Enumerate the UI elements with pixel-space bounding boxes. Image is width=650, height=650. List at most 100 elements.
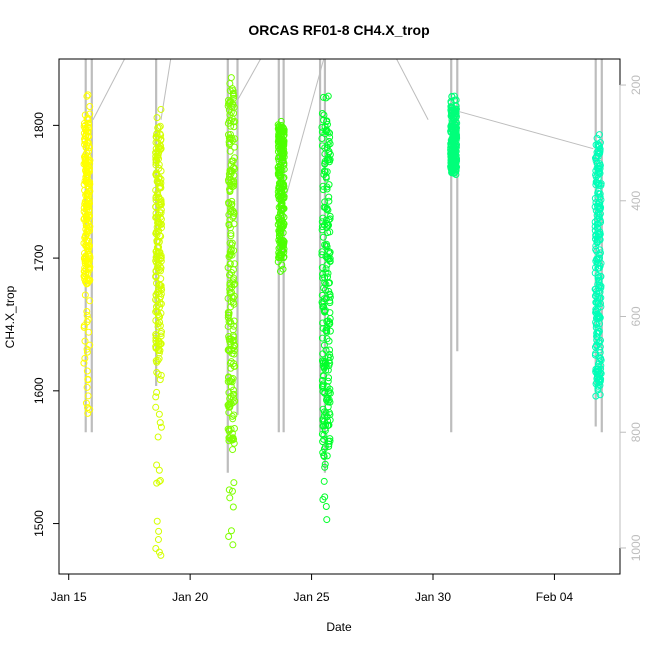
data-point [593, 247, 601, 255]
data-point [229, 375, 237, 383]
data-point [324, 317, 332, 325]
data-point [318, 110, 326, 118]
data-point [80, 123, 88, 131]
y2-tick-label-4: 1000 [629, 534, 643, 561]
data-point [230, 362, 238, 370]
data-point [280, 159, 288, 167]
data-point [81, 337, 89, 345]
data-point [320, 307, 328, 315]
data-point [152, 159, 160, 167]
data-point [228, 114, 236, 122]
data-point [321, 359, 329, 367]
data-point [321, 493, 329, 501]
chart-title: ORCAS RF01-8 CH4.X_trop [248, 22, 429, 38]
y-tick-label-2: 1700 [32, 244, 46, 271]
series-3 [274, 117, 288, 275]
data-point [594, 232, 602, 240]
data-point [320, 116, 328, 124]
data-point [224, 314, 232, 322]
data-point [320, 302, 328, 310]
data-point [594, 272, 602, 280]
data-point [320, 477, 328, 485]
data-point [154, 323, 162, 331]
data-point [157, 551, 165, 559]
data-point [80, 359, 88, 367]
data-point [449, 150, 457, 158]
data-point [229, 386, 237, 394]
data-point [152, 393, 160, 401]
data-point [326, 215, 334, 223]
data-point [279, 206, 287, 214]
transit-line-5 [457, 110, 594, 150]
data-point [229, 503, 237, 511]
data-point [230, 350, 238, 358]
data-point [275, 130, 283, 138]
data-point [155, 256, 163, 264]
data-point [225, 211, 233, 219]
data-point [229, 446, 237, 454]
transit-line-4 [396, 58, 429, 120]
data-point [596, 369, 604, 377]
data-point [326, 290, 334, 298]
data-point [323, 117, 331, 125]
data-point [326, 140, 334, 148]
data-point [225, 400, 233, 408]
data-point [86, 406, 94, 414]
data-point [231, 342, 239, 350]
data-point [447, 163, 455, 171]
data-point [83, 311, 91, 319]
data-point [321, 306, 329, 314]
data-point [447, 99, 455, 107]
data-point [597, 181, 605, 189]
data-point [321, 389, 329, 397]
data-point [156, 318, 164, 326]
data-point [275, 228, 283, 236]
data-point [156, 376, 164, 384]
data-point [322, 94, 330, 102]
data-point [447, 140, 455, 148]
data-point [155, 527, 163, 535]
data-point [153, 134, 161, 142]
data-point [228, 412, 236, 420]
data-point [321, 279, 329, 287]
data-point [318, 334, 326, 342]
data-point [597, 272, 605, 280]
data-point [230, 479, 238, 487]
data-point [81, 136, 89, 144]
data-point [323, 396, 331, 404]
data-point [324, 417, 332, 425]
data-point [318, 248, 326, 256]
data-point [156, 419, 164, 427]
series-5 [447, 92, 461, 178]
data-point [86, 188, 94, 196]
y2-tick-label-3: 800 [629, 422, 643, 442]
data-point [448, 137, 456, 145]
data-point [227, 207, 235, 215]
data-point [83, 383, 91, 391]
data-point [318, 376, 326, 384]
data-point [596, 190, 604, 198]
data-point [225, 100, 233, 108]
data-point [320, 298, 328, 306]
data-point [594, 147, 602, 155]
data-point [318, 134, 326, 142]
data-point [82, 222, 90, 230]
data-point [83, 367, 91, 375]
data-point [154, 191, 162, 199]
data-point [591, 285, 599, 293]
data-point [326, 156, 334, 164]
data-point [595, 276, 603, 284]
data-point [157, 182, 165, 190]
x-axis: Jan 15 Jan 20 Jan 25 Jan 30 Feb 04 [51, 573, 573, 604]
data-point [593, 319, 601, 327]
y-axis-label: CH4.X_trop [3, 285, 17, 348]
data-point [156, 340, 164, 348]
data-point [274, 125, 282, 133]
data-point [325, 421, 333, 429]
data-point [228, 251, 236, 259]
data-point [81, 121, 89, 129]
series-2 [224, 74, 239, 549]
data-point [320, 452, 328, 460]
data-point [152, 403, 160, 411]
data-point [319, 350, 327, 358]
